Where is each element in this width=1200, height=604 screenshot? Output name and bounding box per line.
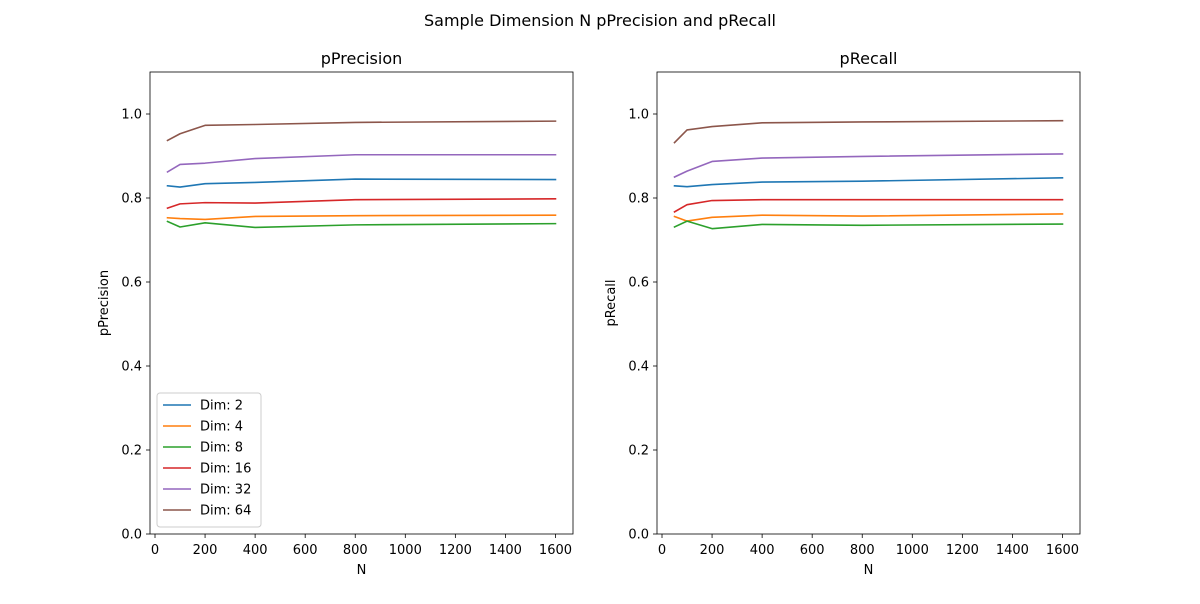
x-tick-label: 800 bbox=[850, 543, 875, 558]
x-tick-label: 1600 bbox=[539, 543, 572, 558]
y-tick-label: 0.8 bbox=[121, 192, 142, 207]
y-tick-label: 0.2 bbox=[628, 444, 649, 459]
y-tick-label: 0.2 bbox=[121, 444, 142, 459]
legend-label-5: Dim: 32 bbox=[200, 483, 251, 498]
y-tick-label: 0.8 bbox=[628, 192, 649, 207]
x-axis-label: N bbox=[864, 563, 874, 578]
series-line-4 bbox=[673, 198, 1064, 213]
series-line-4 bbox=[166, 198, 557, 210]
chart-title: pPrecision bbox=[321, 49, 403, 68]
legend-label-1: Dim: 2 bbox=[200, 399, 243, 414]
chart-panel-2: 0 200 400 600 800 1000 1200 1400 1600 0.0 0.2 0.4 0.… bbox=[604, 49, 1081, 578]
x-tick-label: 0 bbox=[151, 543, 159, 558]
series-line-6 bbox=[673, 119, 1064, 144]
y-tick-label: 0.0 bbox=[628, 528, 649, 543]
x-tick-label: 400 bbox=[750, 543, 775, 558]
series-line-2 bbox=[673, 213, 1064, 222]
y-tick-label: 0.4 bbox=[121, 360, 142, 375]
series-line-6 bbox=[166, 120, 557, 142]
y-tick-label: 1.0 bbox=[628, 108, 649, 123]
x-tick-label: 600 bbox=[293, 543, 318, 558]
chart-title: pRecall bbox=[840, 49, 898, 68]
x-tick-label: 1000 bbox=[389, 543, 422, 558]
y-tick-label: 0.6 bbox=[121, 276, 142, 291]
y-axis-label: pPrecision bbox=[97, 270, 112, 336]
series-line-5 bbox=[673, 153, 1064, 179]
x-tick-label: 1200 bbox=[946, 543, 979, 558]
x-tick-label: 600 bbox=[800, 543, 825, 558]
chart-panel-1: 0 200 400 600 800 1000 1200 1400 1600 0.0 0.2 0.4 0.… bbox=[97, 49, 574, 578]
x-tick-label: 800 bbox=[343, 543, 368, 558]
legend-label-4: Dim: 16 bbox=[200, 462, 251, 477]
x-tick-label: 1600 bbox=[1046, 543, 1079, 558]
x-tick-label: 1400 bbox=[489, 543, 522, 558]
axes-frame bbox=[149, 71, 574, 535]
y-tick-label: 0.4 bbox=[628, 360, 649, 375]
x-tick-label: 200 bbox=[700, 543, 725, 558]
series-line-1 bbox=[673, 177, 1064, 188]
x-tick-label: 200 bbox=[193, 543, 218, 558]
series-line-5 bbox=[166, 153, 557, 174]
x-tick-label: 1400 bbox=[996, 543, 1029, 558]
y-tick-label: 0.6 bbox=[628, 276, 649, 291]
series-line-1 bbox=[166, 178, 557, 188]
y-tick-label: 1.0 bbox=[121, 108, 142, 123]
axes-frame bbox=[656, 71, 1081, 535]
x-tick-label: 1000 bbox=[896, 543, 929, 558]
figure-title: Sample Dimension N pPrecision and pRecal… bbox=[424, 11, 776, 30]
x-tick-label: 0 bbox=[658, 543, 666, 558]
legend-label-6: Dim: 64 bbox=[200, 504, 251, 519]
series-line-2 bbox=[166, 214, 557, 221]
y-axis-label: pRecall bbox=[604, 279, 619, 326]
x-axis-label: N bbox=[357, 563, 367, 578]
y-tick-label: 0.0 bbox=[121, 528, 142, 543]
legend-label-2: Dim: 4 bbox=[200, 420, 243, 435]
series-line-3 bbox=[166, 220, 557, 229]
series-line-3 bbox=[673, 220, 1064, 230]
x-tick-label: 400 bbox=[243, 543, 268, 558]
x-tick-label: 1200 bbox=[439, 543, 472, 558]
legend: Dim: 2 Dim: 4 Dim: 8 Dim: 16 Dim: 32 Dim: 64 bbox=[156, 392, 262, 528]
legend-label-3: Dim: 8 bbox=[200, 441, 243, 456]
